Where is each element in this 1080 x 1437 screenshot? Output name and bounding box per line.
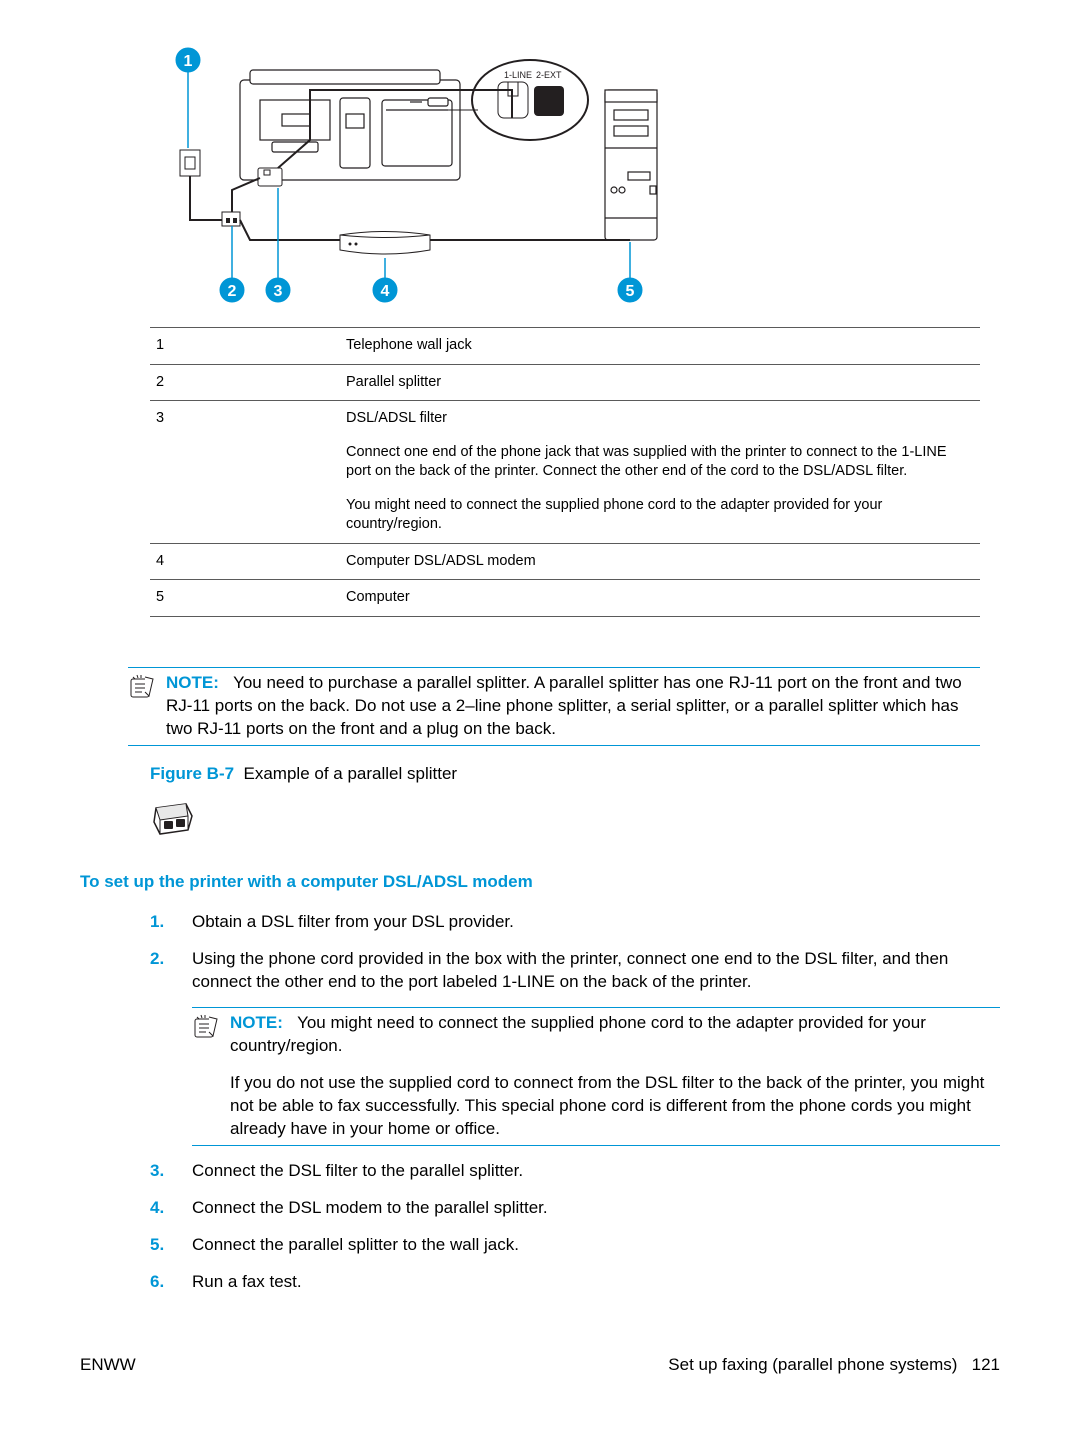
steps-list: Obtain a DSL filter from your DSL provid…: [150, 911, 1000, 1294]
table-row: 2 Parallel splitter: [150, 364, 980, 401]
svg-text:5: 5: [626, 283, 635, 300]
note-text: If you do not use the supplied cord to c…: [230, 1072, 1000, 1141]
note-text: You might need to connect the supplied p…: [230, 1013, 926, 1055]
legend-table: 1 Telephone wall jack 2 Parallel splitte…: [150, 327, 980, 617]
svg-text:2: 2: [228, 283, 237, 300]
step-text: Connect the parallel splitter to the wal…: [192, 1234, 1000, 1257]
legend-desc: Computer DSL/ADSL modem: [340, 543, 980, 580]
note-label: NOTE:: [230, 1013, 283, 1032]
figure-label: Figure B-7: [150, 764, 234, 783]
figure-caption: Figure B-7 Example of a parallel splitte…: [150, 763, 1000, 786]
step-item: Connect the parallel splitter to the wal…: [150, 1234, 1000, 1257]
legend-num: 1: [150, 327, 340, 364]
note-body: NOTE: You need to purchase a parallel sp…: [166, 672, 980, 741]
legend-num: 2: [150, 364, 340, 401]
step-item: Connect the DSL modem to the parallel sp…: [150, 1197, 1000, 1220]
note-icon: [128, 674, 158, 707]
legend-desc: DSL/ADSL filter Connect one end of the p…: [340, 401, 980, 544]
table-row: 1 Telephone wall jack: [150, 327, 980, 364]
note-icon: [192, 1014, 222, 1047]
legend-desc: Parallel splitter: [340, 364, 980, 401]
page-number: 121: [972, 1355, 1000, 1374]
connection-diagram: 1-LINE 2-EXT 1 2 3 4: [150, 40, 1000, 312]
svg-text:4: 4: [381, 283, 390, 300]
note-block: NOTE: You need to purchase a parallel sp…: [128, 667, 980, 746]
legend-num: 5: [150, 580, 340, 617]
parallel-splitter-image: [150, 794, 1000, 843]
svg-text:1: 1: [184, 53, 193, 70]
svg-text:1-LINE: 1-LINE: [504, 70, 532, 80]
step-item: Run a fax test.: [150, 1271, 1000, 1294]
step-text: Connect the DSL modem to the parallel sp…: [192, 1197, 1000, 1220]
step-text: Using the phone cord provided in the box…: [192, 948, 1000, 994]
footer-right: Set up faxing (parallel phone systems) 1…: [668, 1354, 1000, 1377]
step-item: Using the phone cord provided in the box…: [150, 948, 1000, 1147]
note-block: NOTE: You might need to connect the supp…: [192, 1007, 1000, 1146]
footer-left: ENWW: [80, 1354, 136, 1377]
table-row: 5 Computer: [150, 580, 980, 617]
step-item: Connect the DSL filter to the parallel s…: [150, 1160, 1000, 1183]
table-row: 4 Computer DSL/ADSL modem: [150, 543, 980, 580]
step-item: Obtain a DSL filter from your DSL provid…: [150, 911, 1000, 934]
note-text: You need to purchase a parallel splitter…: [166, 673, 962, 738]
step-text: Run a fax test.: [192, 1271, 1000, 1294]
note-label: NOTE:: [166, 673, 219, 692]
page-footer: ENWW Set up faxing (parallel phone syste…: [80, 1354, 1000, 1377]
step-text: Connect the DSL filter to the parallel s…: [192, 1160, 1000, 1183]
legend-num: 4: [150, 543, 340, 580]
table-row: 3 DSL/ADSL filter Connect one end of the…: [150, 401, 980, 544]
legend-desc: Telephone wall jack: [340, 327, 980, 364]
svg-text:3: 3: [274, 283, 283, 300]
section-heading: To set up the printer with a computer DS…: [80, 871, 1000, 894]
legend-desc: Computer: [340, 580, 980, 617]
figure-text: Example of a parallel splitter: [244, 764, 458, 783]
note-body: NOTE: You might need to connect the supp…: [230, 1012, 1000, 1141]
svg-text:2-EXT: 2-EXT: [536, 70, 562, 80]
step-text: Obtain a DSL filter from your DSL provid…: [192, 911, 1000, 934]
legend-num: 3: [150, 401, 340, 544]
